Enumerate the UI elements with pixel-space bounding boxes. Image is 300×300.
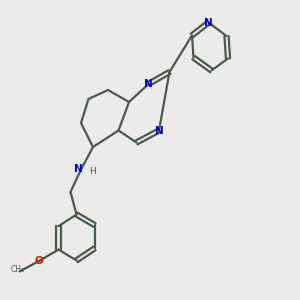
Text: N: N bbox=[154, 125, 164, 136]
Text: N: N bbox=[144, 79, 153, 89]
Text: H: H bbox=[89, 167, 96, 176]
Text: N: N bbox=[204, 17, 213, 28]
Text: O: O bbox=[34, 256, 43, 266]
Text: CH₃: CH₃ bbox=[11, 266, 25, 274]
Text: N: N bbox=[74, 164, 83, 175]
